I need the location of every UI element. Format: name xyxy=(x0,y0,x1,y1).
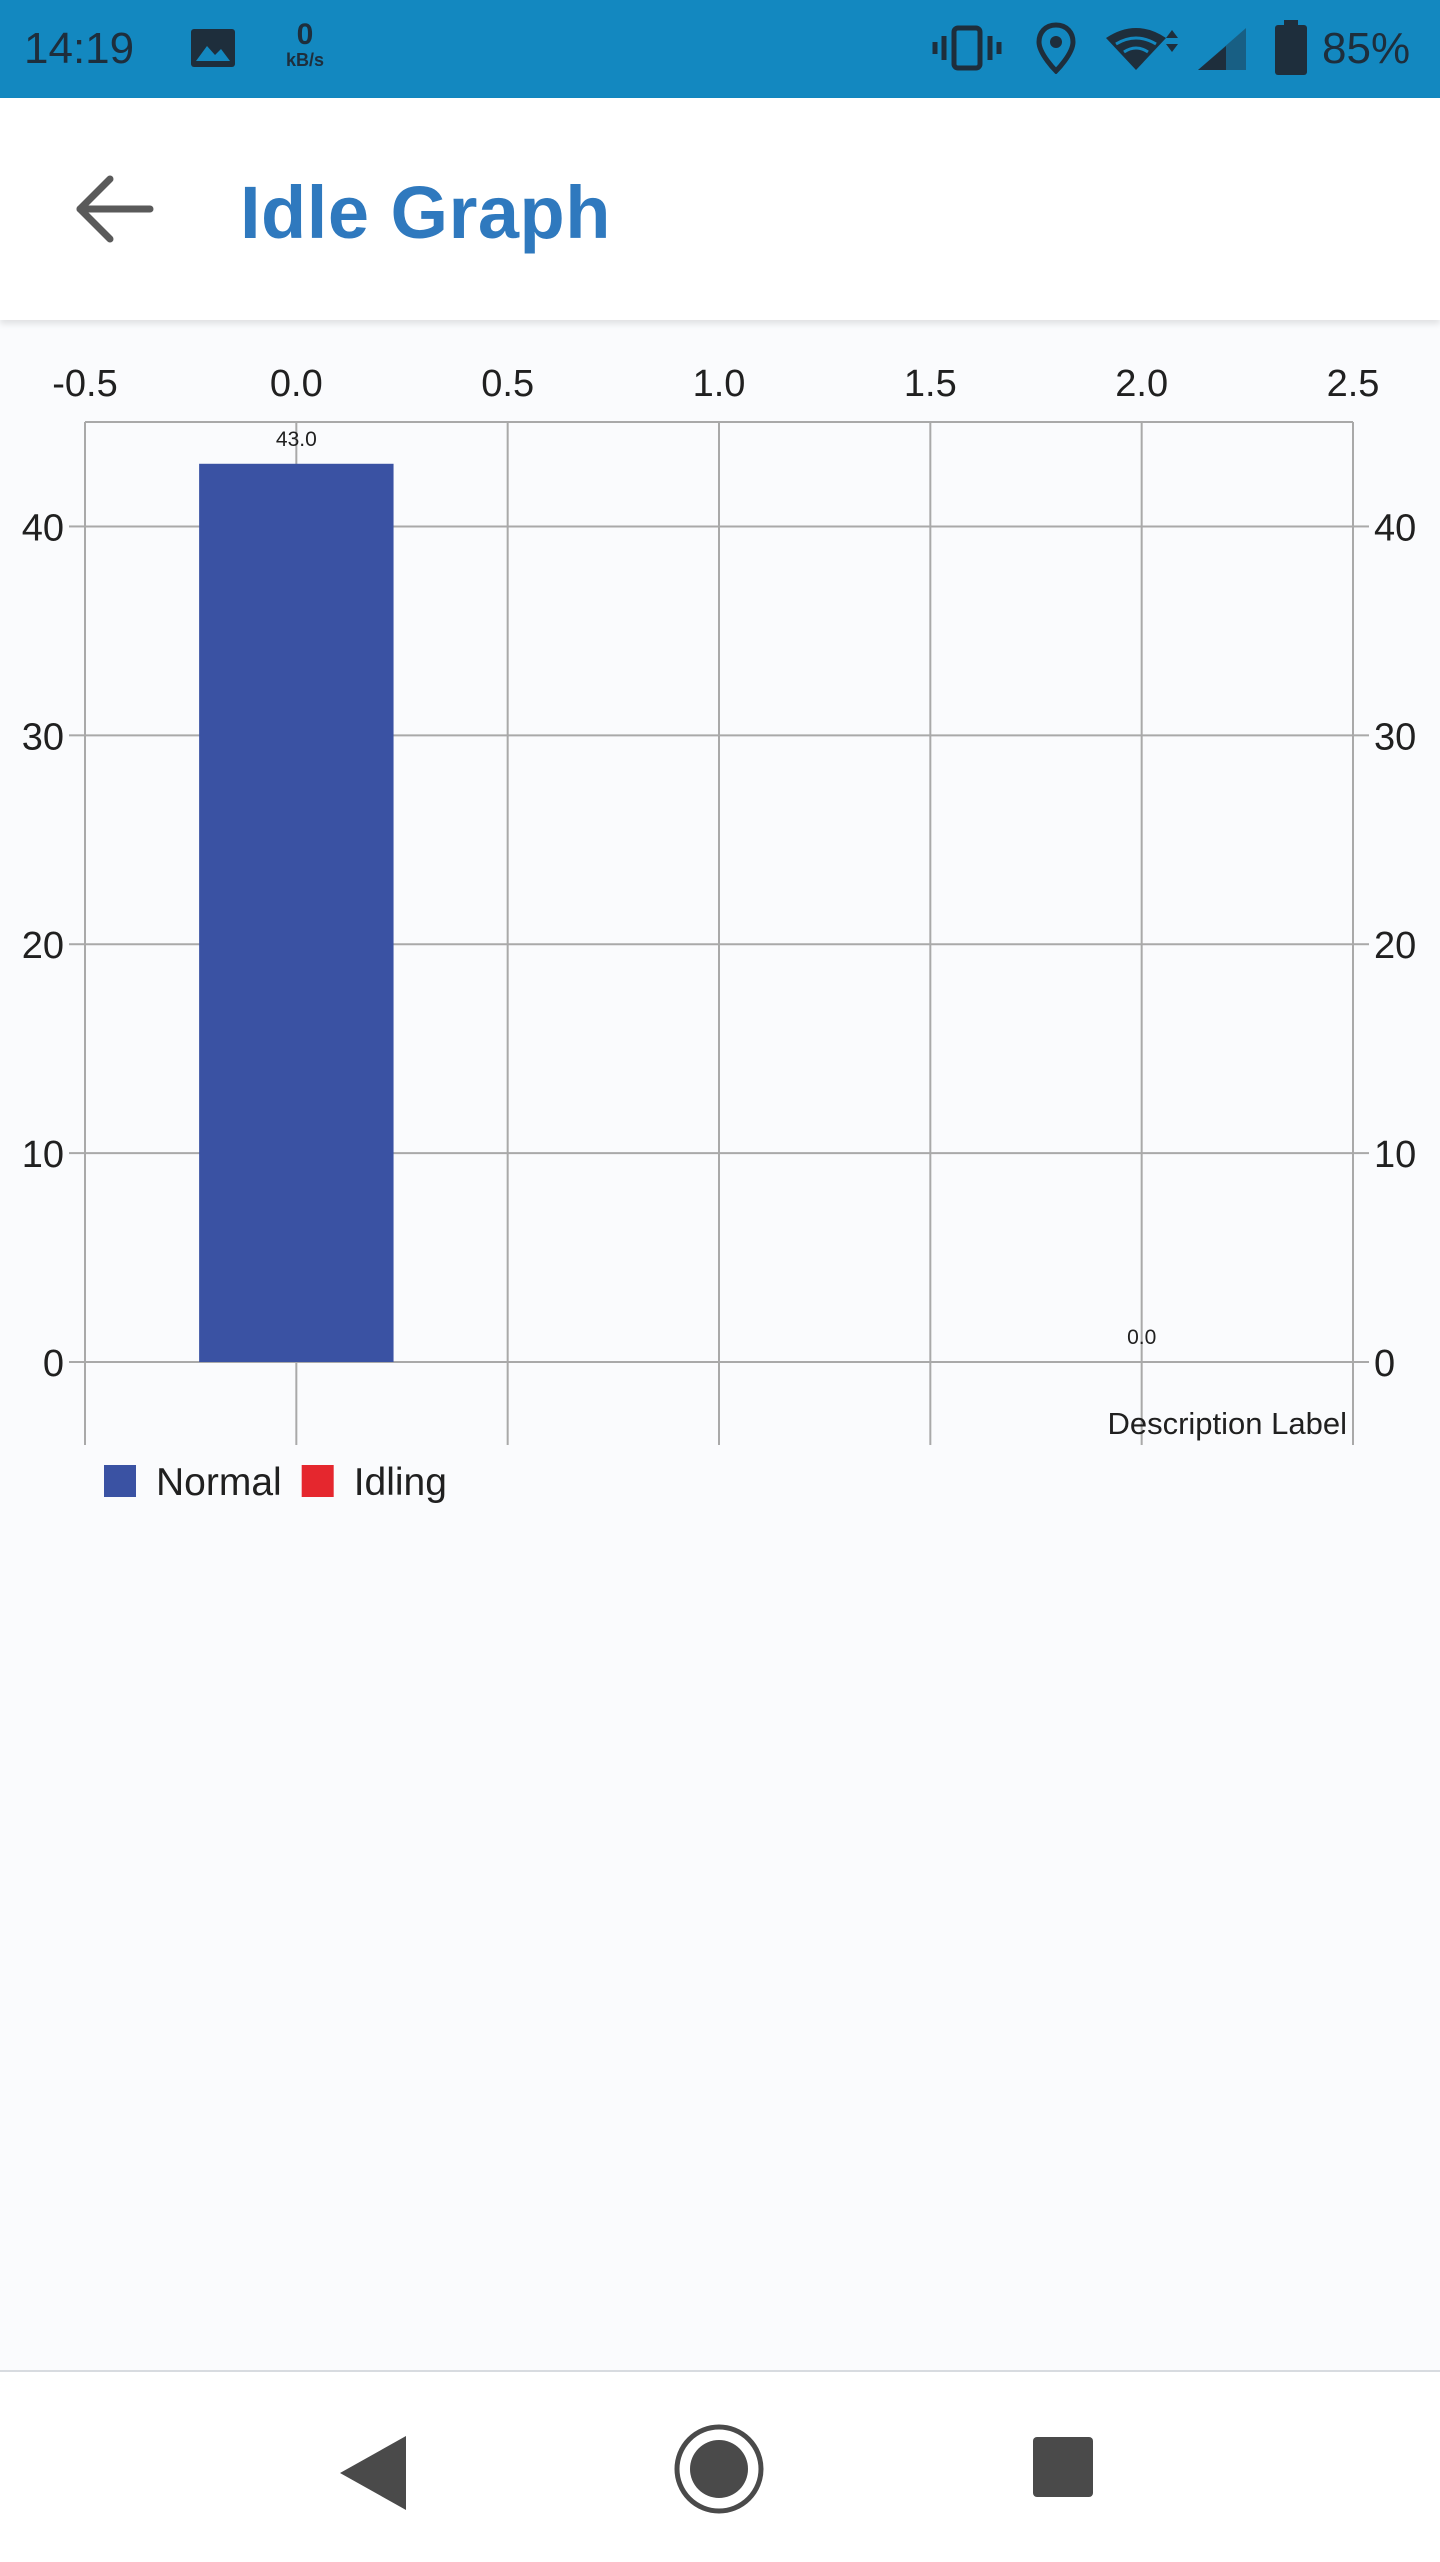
nav-home-icon[interactable] xyxy=(672,2422,766,2516)
battery-icon xyxy=(1275,20,1307,75)
navigation-bar xyxy=(0,2370,1440,2562)
x-tick-label: 1.0 xyxy=(693,363,746,405)
idle-bar-chart[interactable]: -0.5 0.0 0.5 1.0 1.5 2.0 2.5 0 10 20 30 40 0 10 20 30 40… xyxy=(0,330,1440,1530)
signal-icon xyxy=(1198,28,1246,70)
bar-normal xyxy=(199,463,394,1362)
y-tick-label-left: 40 xyxy=(22,507,64,549)
arrow-back-icon[interactable] xyxy=(70,164,160,254)
nav-back-icon[interactable] xyxy=(334,2432,410,2514)
y-tick-label-left: 20 xyxy=(22,925,64,967)
y-tick-label-left: 0 xyxy=(43,1343,64,1385)
x-tick-label: 1.5 xyxy=(904,363,957,405)
location-icon xyxy=(1036,22,1076,74)
legend-swatch-idling xyxy=(301,1465,334,1497)
y-tick-label-right: 30 xyxy=(1374,716,1416,758)
y-tick-label-right: 40 xyxy=(1374,507,1416,549)
legend-swatch-normal xyxy=(104,1465,136,1497)
x-tick-label: -0.5 xyxy=(52,363,117,405)
y-tick-label-left: 10 xyxy=(22,1134,64,1176)
y-tick-label-right: 20 xyxy=(1374,925,1416,967)
page-title: Idle Graph xyxy=(240,171,611,254)
legend-label-normal: Normal xyxy=(156,1461,282,1504)
x-tick-label: 2.0 xyxy=(1115,363,1168,405)
legend-label-idling: Idling xyxy=(354,1461,447,1504)
gallery-icon xyxy=(191,29,235,67)
wifi-icon xyxy=(1106,28,1178,70)
x-tick-label: 0.5 xyxy=(481,363,534,405)
y-tick-label-right: 10 xyxy=(1374,1134,1416,1176)
chart-canvas: -0.5 0.0 0.5 1.0 1.5 2.0 2.5 0 10 20 30 40 0 10 20 30 40… xyxy=(22,363,1417,1504)
vibrate-icon xyxy=(932,25,1002,71)
chart-description-label: Description Label xyxy=(1107,1406,1347,1441)
status-time: 14:19 xyxy=(24,24,135,73)
y-tick-label-left: 30 xyxy=(22,716,64,758)
net-speed-unit: kB/s xyxy=(285,50,325,70)
x-tick-label: 0.0 xyxy=(270,363,323,405)
net-speed-value: 0 xyxy=(296,18,314,51)
net-speed: 0 kB/s xyxy=(278,18,332,71)
status-bar: 14:19 0 kB/s 85% xyxy=(0,0,1440,98)
app-bar: Idle Graph xyxy=(0,98,1440,320)
bar-value-label: 43.0 xyxy=(276,428,317,451)
nav-recents-icon[interactable] xyxy=(1032,2436,1094,2498)
bar-value-label: 0.0 xyxy=(1127,1326,1156,1349)
x-tick-label: 2.5 xyxy=(1327,363,1380,405)
battery-percent: 85% xyxy=(1322,24,1411,73)
y-tick-label-right: 0 xyxy=(1374,1343,1395,1385)
